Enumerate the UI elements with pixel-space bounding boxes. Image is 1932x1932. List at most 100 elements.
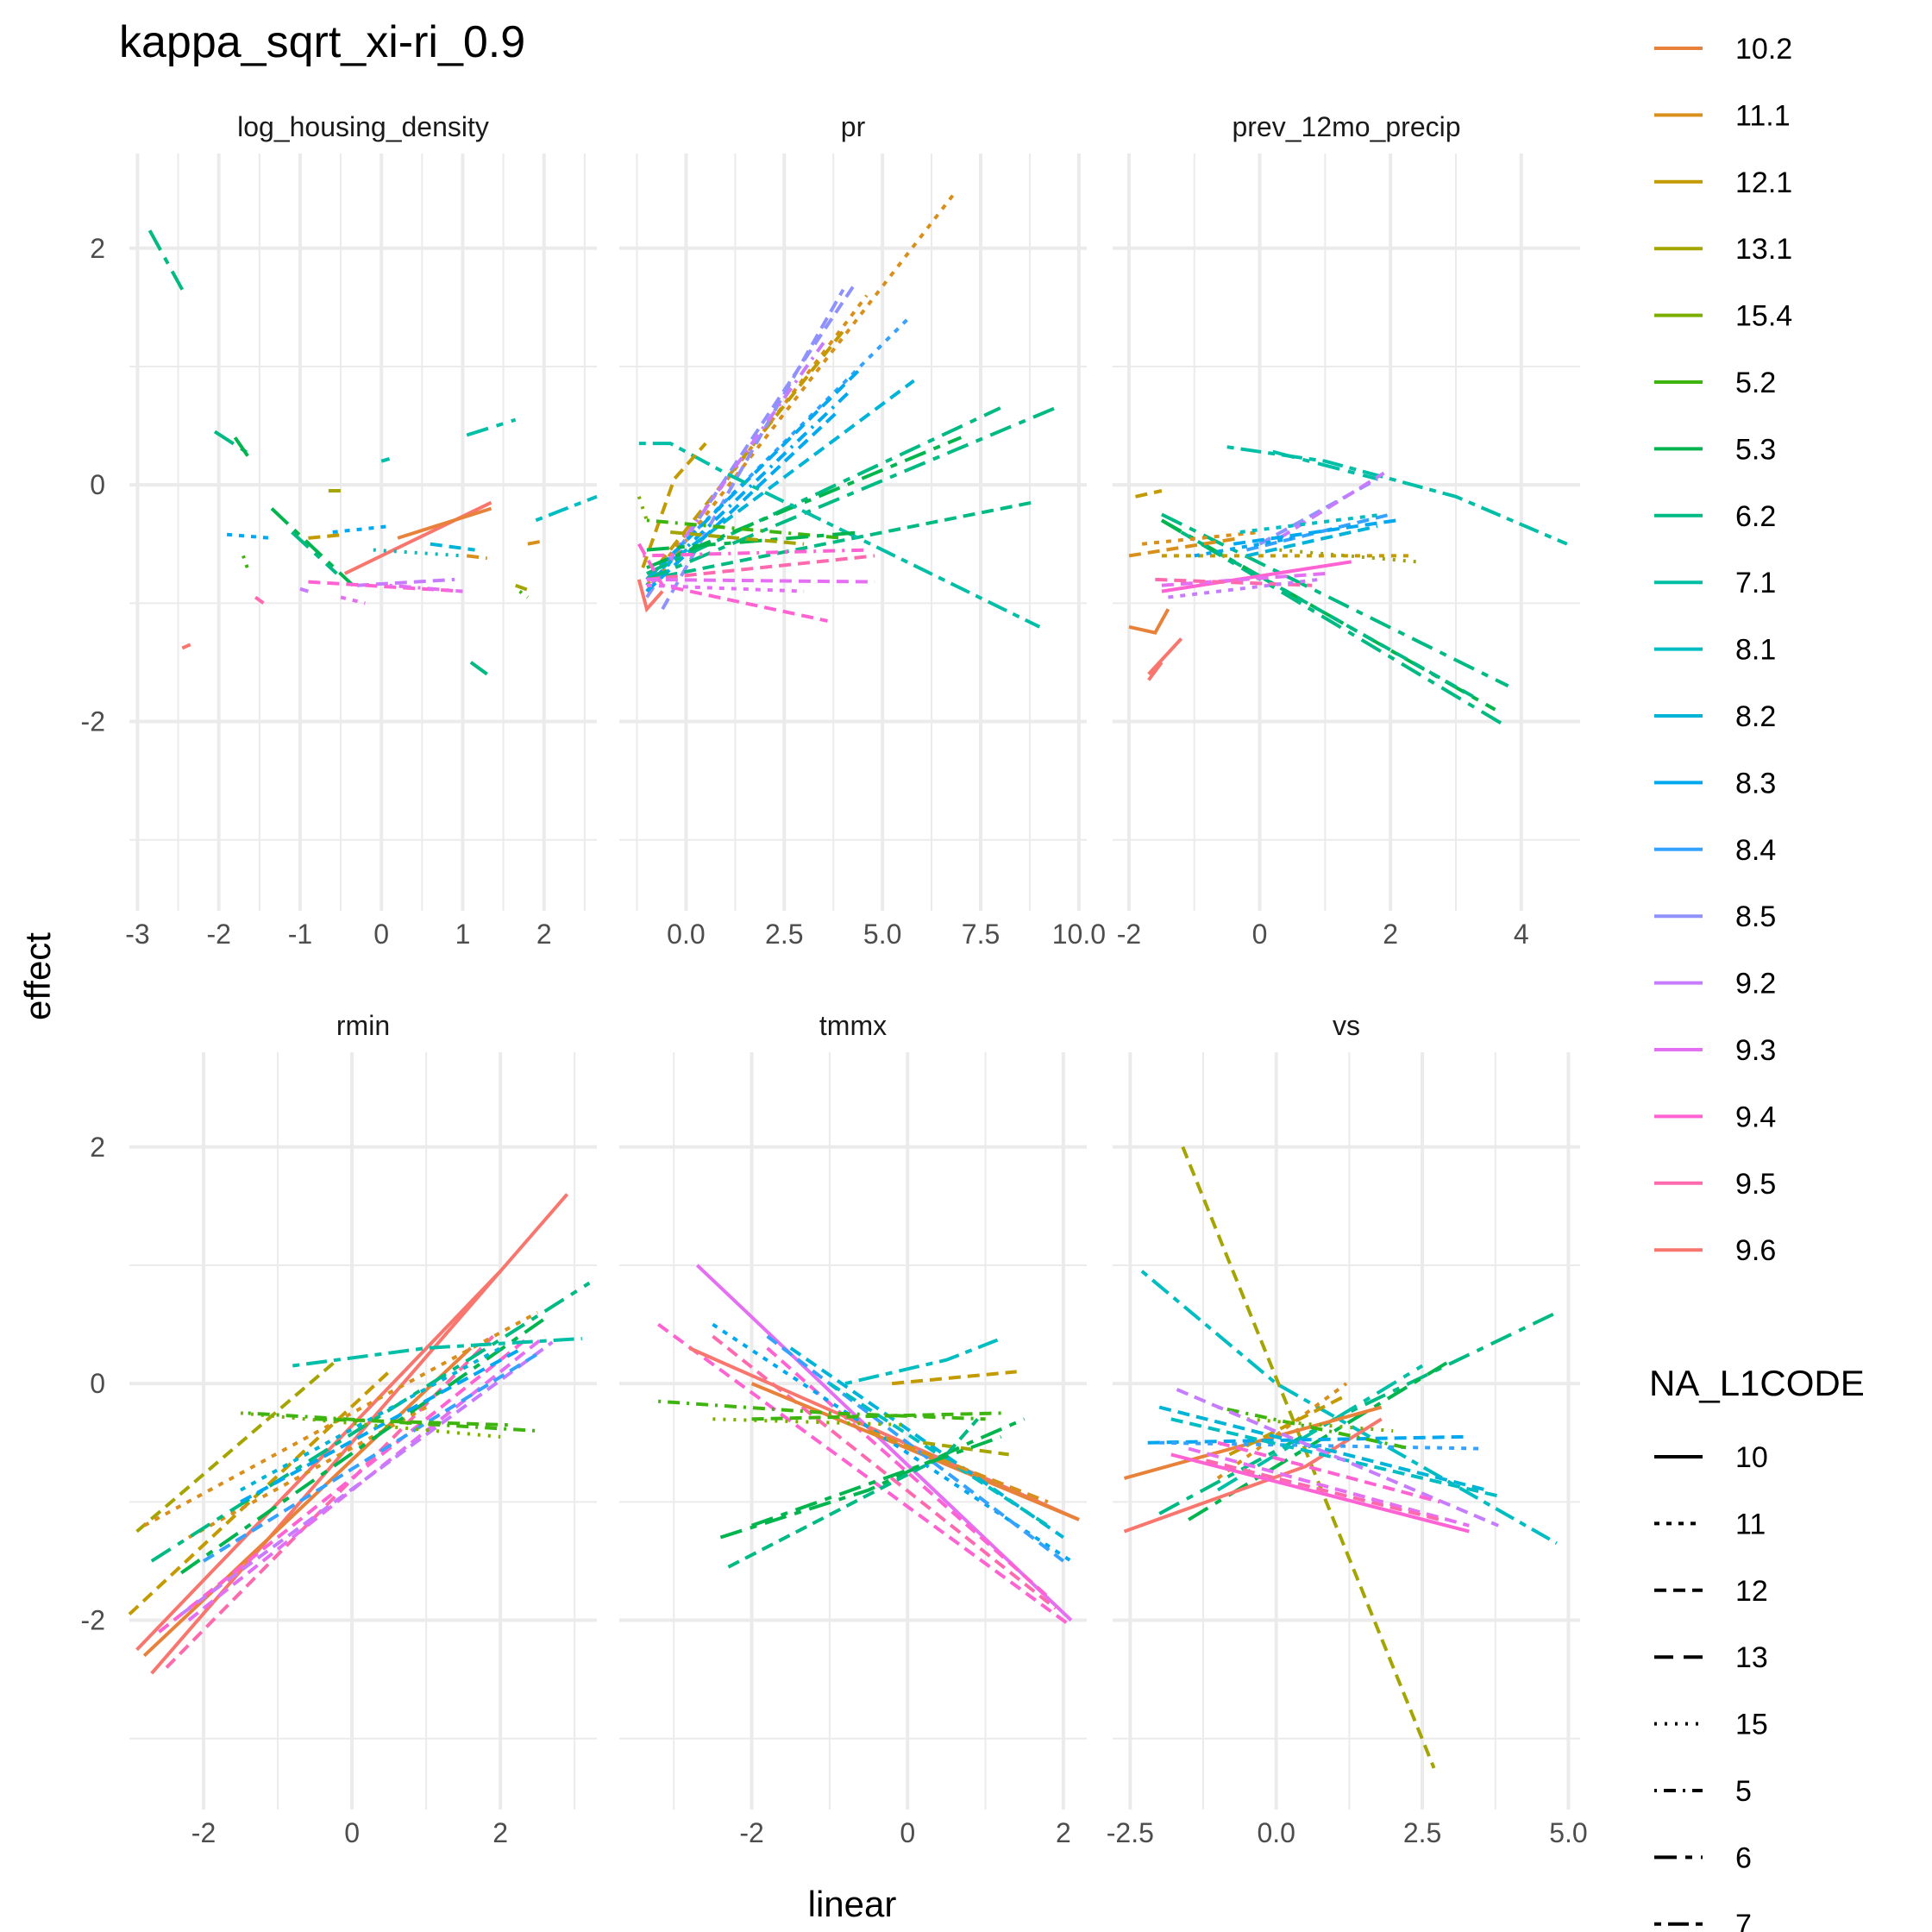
series-line-8-3-11 <box>1194 536 1293 558</box>
series-line-8-1-12 <box>828 1382 1049 1527</box>
series-line-9-4-10 <box>1170 1452 1470 1534</box>
series-line-9-6-10 <box>637 579 664 613</box>
series-line-7-1-7 <box>292 1337 582 1368</box>
series-line-5-2-5 <box>242 555 249 568</box>
series-line-5-2-5 <box>646 518 844 540</box>
legend-linetype-label: 6 <box>1735 1841 1752 1874</box>
legend-color-label: 8.5 <box>1735 900 1776 933</box>
series-line-15-4-15 <box>637 496 649 521</box>
series-line-9-3-11 <box>646 583 805 593</box>
series-line-8-1-15 <box>373 548 463 558</box>
y-tick-label: -2 <box>81 706 105 737</box>
series-line-9-3-10 <box>695 1264 1073 1622</box>
series-line-10-2-10 <box>142 1346 473 1658</box>
series-line-8-2-12 <box>645 379 915 581</box>
legend-linetype-label: 7 <box>1735 1909 1752 1932</box>
facet-strip-label: rmin <box>336 1010 390 1041</box>
series-line-9-4-12 <box>657 1322 1073 1628</box>
facet-strip-label: pr <box>841 111 866 142</box>
y-axis-title: effect <box>17 932 58 1020</box>
x-tick-label: 0 <box>1252 919 1268 950</box>
x-tick-label: -2.5 <box>1107 1817 1154 1848</box>
series-line-9-5-12 <box>646 554 875 581</box>
series-line-13-1-12 <box>1181 1146 1436 1769</box>
y-tick-label: 2 <box>90 233 105 264</box>
series-line-6-2-6 <box>147 229 185 291</box>
series-line-5-2-5 <box>248 1411 538 1433</box>
x-tick-label: 4 <box>1514 919 1529 950</box>
series-line-12-1-12 <box>308 532 345 540</box>
x-tick-label: 0 <box>373 919 389 950</box>
series-line-12-1-12 <box>641 442 707 568</box>
series-line-11-1-11 <box>143 1311 539 1527</box>
series-line-5-3-6 <box>750 1435 1002 1527</box>
x-tick-label: 2.5 <box>765 919 803 950</box>
x-tick-label: 0 <box>900 1817 915 1848</box>
y-tick-label: 0 <box>90 1368 105 1399</box>
legend-linetype-label: 13 <box>1735 1641 1768 1674</box>
series-line-8-2-11 <box>240 1346 502 1492</box>
chart-title: kappa_sqrt_xi-ri_0.9 <box>119 17 525 67</box>
series-line-9-3-12 <box>1161 572 1326 587</box>
legend-linetype-label: 15 <box>1735 1709 1768 1741</box>
series-line-9-6-10 <box>1123 1417 1383 1534</box>
series-line-9-2-12 <box>356 577 455 587</box>
series-line-9-6-10 <box>343 500 492 575</box>
series-line-13-1-12 <box>515 583 533 593</box>
x-tick-label: -2 <box>191 1817 216 1848</box>
series-line-13-1-12 <box>923 1440 1009 1457</box>
series-line-8-2-12 <box>430 542 475 552</box>
x-axis-title: linear <box>808 1884 897 1924</box>
legend-color-label: 9.3 <box>1735 1034 1776 1067</box>
legend-color-label: 9.4 <box>1735 1101 1776 1133</box>
series-line-5-2-5 <box>1217 1405 1411 1451</box>
series-line-9-3-5 <box>389 583 463 593</box>
legend-color-label: 11.1 <box>1735 99 1791 132</box>
series-line-9-4-12 <box>766 1346 1050 1598</box>
series-line-13-1-12 <box>670 530 805 546</box>
series-line-5-3-6 <box>719 1417 1026 1540</box>
series-line-12-1-12 <box>1135 489 1163 499</box>
series-line-7-1-7 <box>638 442 1041 629</box>
series-line-8-4-12 <box>202 1352 539 1563</box>
series-line-7-1-6 <box>1216 1364 1424 1492</box>
series-line-9-2-12 <box>1176 1388 1499 1527</box>
series-line-5-2-12 <box>315 1417 508 1427</box>
series-line-11-1-12 <box>527 540 541 546</box>
series-line-5-3-6 <box>1160 518 1496 712</box>
x-tick-label: 1 <box>455 919 471 950</box>
series-line-5-2-5 <box>658 1399 986 1421</box>
series-line-13-1-12 <box>135 1358 339 1534</box>
legend-color-label: 9.5 <box>1735 1168 1776 1201</box>
series-line-6-2-6 <box>291 530 338 575</box>
facet-pr: pr 0.0 2.5 5.0 7.5 10.0 <box>619 111 1106 950</box>
legend-color-label: 8.2 <box>1735 700 1776 733</box>
legend-color-label: 12.1 <box>1735 166 1792 199</box>
x-tick-label: -2 <box>206 919 230 950</box>
series-line-8-3-12 <box>240 1346 524 1504</box>
x-tick-label: 2.5 <box>1403 1817 1441 1848</box>
facet-prev-12mo-precip: prev_12mo_precip -2 0 2 4 <box>1113 111 1580 950</box>
legend-color-label: 13.1 <box>1735 233 1792 266</box>
facet-strip-label: tmmx <box>819 1010 887 1041</box>
facet-vs: vs -2.5 0.0 2.5 5.0 <box>1107 1010 1588 1848</box>
x-tick-label: 2 <box>1056 1817 1071 1848</box>
series-line-8-4-11 <box>1159 1440 1481 1451</box>
x-tick-label: -3 <box>125 919 149 950</box>
legend-color-label: 8.1 <box>1735 634 1776 667</box>
series-line-7-1-6 <box>1272 449 1378 481</box>
series-line-15-4-15 <box>1246 1417 1394 1433</box>
series-line-8-1-7 <box>535 494 598 523</box>
legend-color-label: 5.3 <box>1735 433 1776 466</box>
legend-linetype-label: 5 <box>1735 1775 1752 1808</box>
series-line-9-4-12 <box>1217 1440 1440 1504</box>
series-line-7-1-7 <box>1226 445 1568 546</box>
series-line-6-2-6 <box>646 406 1001 575</box>
x-tick-label: 2 <box>536 919 552 950</box>
facet-strip-label: prev_12mo_precip <box>1232 111 1460 142</box>
series-line-9-4-5 <box>643 548 867 558</box>
series-line-8-5-12 <box>1258 477 1378 546</box>
series-line-8-3-12 <box>1147 1434 1464 1445</box>
series-line-9-5-12 <box>712 1334 1057 1610</box>
series-line-6-2-12 <box>727 1417 980 1569</box>
